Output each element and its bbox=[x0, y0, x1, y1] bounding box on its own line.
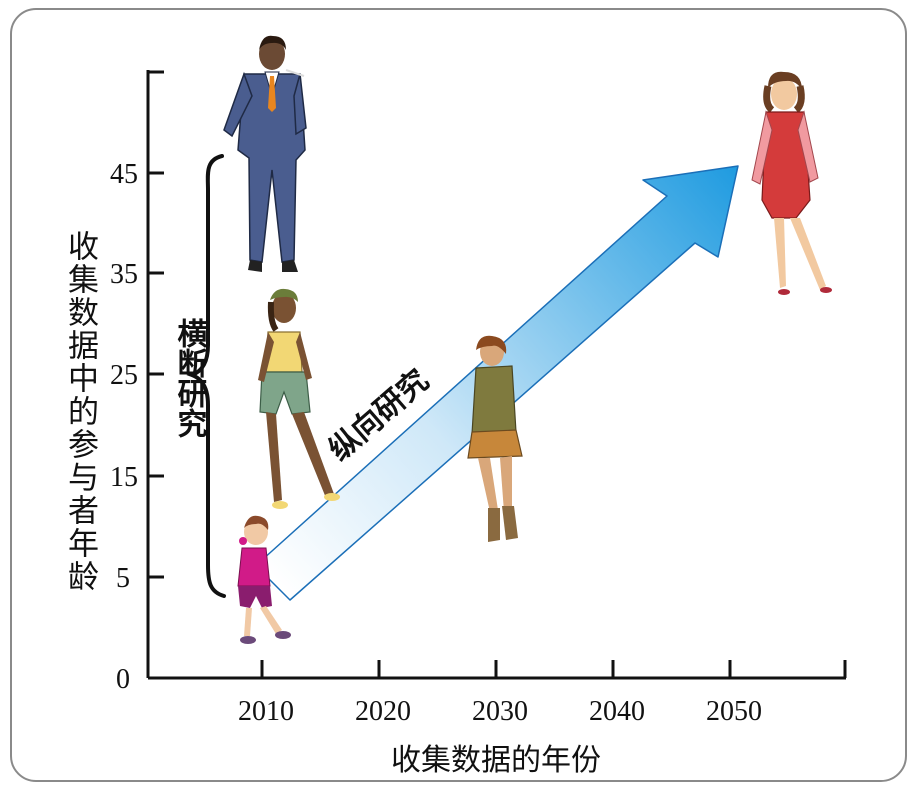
x-tick-label-2030: 2030 bbox=[472, 696, 528, 727]
x-tick-label-2040: 2040 bbox=[589, 696, 645, 727]
x-axis-title: 收集数据的年份 bbox=[391, 743, 601, 778]
y-tick-label-0: 0 bbox=[116, 664, 130, 695]
y-tick-label-5: 5 bbox=[116, 563, 130, 594]
x-tick-label-2050: 2050 bbox=[706, 696, 762, 727]
x-tick-label-2020: 2020 bbox=[355, 696, 411, 727]
y-tick-label-25: 25 bbox=[110, 360, 138, 391]
teen-woman-figure bbox=[258, 288, 340, 509]
y-axis-title: 收集数据中的参与者年龄 bbox=[62, 230, 99, 593]
x-tick-label-2010: 2010 bbox=[238, 696, 294, 727]
cross-sectional-label: 横断研究 bbox=[172, 318, 208, 439]
y-tick-label-15: 15 bbox=[110, 462, 138, 493]
y-tick-label-45: 45 bbox=[110, 159, 138, 190]
y-tick-label-35: 35 bbox=[110, 259, 138, 290]
cross-sectional-brace bbox=[186, 154, 226, 598]
adult-man-figure bbox=[223, 35, 307, 272]
adult-woman-figure bbox=[751, 71, 832, 295]
young-woman-figure bbox=[467, 335, 523, 542]
child-girl-figure bbox=[237, 515, 291, 644]
y-axis bbox=[146, 70, 164, 678]
x-axis bbox=[148, 660, 847, 680]
